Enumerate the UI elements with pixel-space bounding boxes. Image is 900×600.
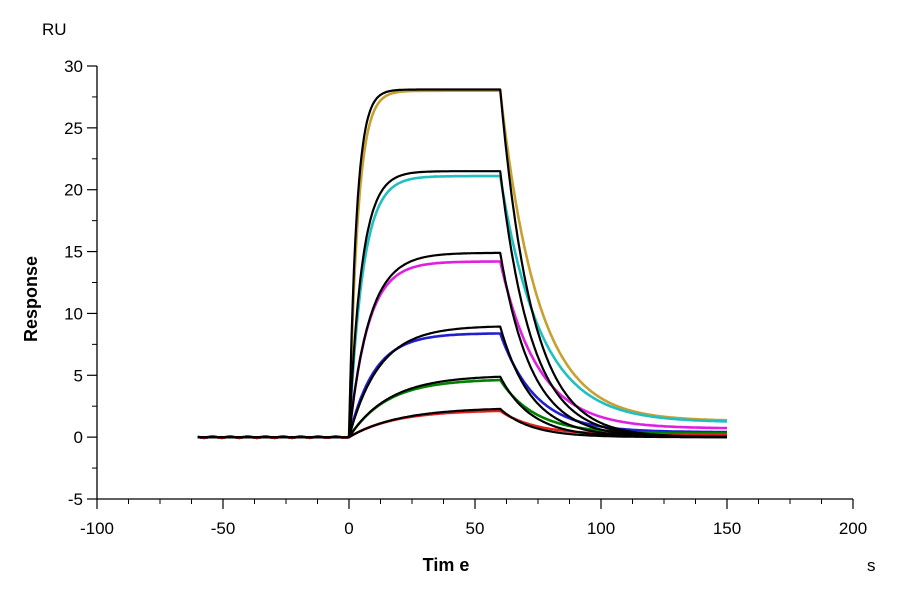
fit-curve-3 — [197, 251, 727, 439]
fit-curve-1 — [197, 88, 727, 439]
y-tick-label: 30 — [64, 57, 83, 76]
response-series-5 — [197, 378, 727, 440]
response-series-1 — [197, 89, 727, 440]
y-tick-label: 15 — [64, 243, 83, 262]
fit-curve-2 — [197, 170, 727, 439]
fit-curve-6 — [197, 407, 727, 439]
y-tick-label: -5 — [68, 490, 83, 509]
x-tick-label: -50 — [211, 519, 236, 538]
x-unit-label: s — [867, 556, 876, 575]
curves — [197, 88, 727, 440]
y-tick-label: 25 — [64, 119, 83, 138]
y-tick-label: 20 — [64, 181, 83, 200]
x-tick-label: 200 — [839, 519, 867, 538]
response-series-4 — [197, 332, 727, 440]
x-tick-label: 0 — [344, 519, 353, 538]
response-series-2 — [197, 174, 727, 440]
x-tick-label: 50 — [466, 519, 485, 538]
x-tick-label: 150 — [713, 519, 741, 538]
x-tick-label: 100 — [587, 519, 615, 538]
y-tick-label: 5 — [74, 366, 83, 385]
y-tick-label: 10 — [64, 304, 83, 323]
y-tick-label: 0 — [74, 428, 83, 447]
fit-curve-5 — [197, 375, 727, 439]
y-unit-label: RU — [42, 20, 67, 39]
x-tick-label: -100 — [80, 519, 114, 538]
x-axis-title: Tim e — [423, 555, 470, 575]
y-axis-title: Response — [21, 256, 41, 342]
